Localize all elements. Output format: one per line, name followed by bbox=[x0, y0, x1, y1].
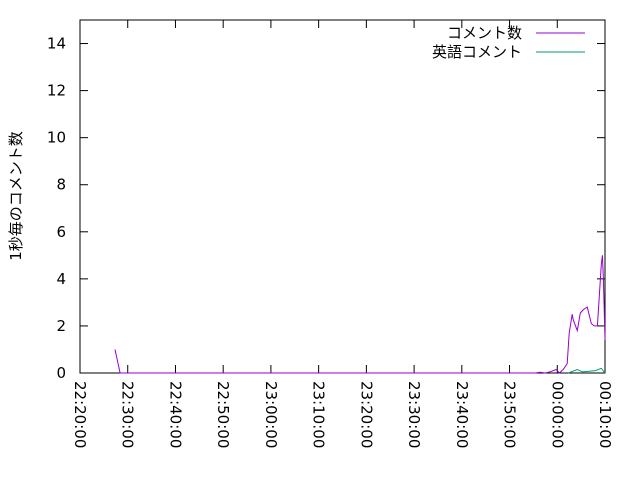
x-tick-label: 23:30:00 bbox=[405, 381, 423, 448]
x-tick-label: 23:00:00 bbox=[262, 381, 280, 448]
y-tick-label: 2 bbox=[56, 317, 66, 335]
y-tick-label: 6 bbox=[56, 223, 66, 241]
x-tick-label: 23:20:00 bbox=[357, 381, 375, 448]
legend-label: 英語コメント bbox=[432, 43, 522, 61]
series-line-2 bbox=[568, 367, 606, 374]
x-tick-label: 22:20:00 bbox=[71, 381, 89, 448]
x-tick-label: 22:50:00 bbox=[214, 381, 232, 448]
x-tick-label: 00:10:00 bbox=[596, 381, 614, 448]
y-tick-label: 0 bbox=[56, 364, 66, 382]
x-tick-label: 23:40:00 bbox=[453, 381, 471, 448]
x-tick-label: 23:50:00 bbox=[501, 381, 519, 448]
axes: 0 2 4 6 8 10 12 14 22:20:00 22:30:00 22:40:00 22:50… bbox=[47, 19, 614, 448]
legend-label: コメント数 bbox=[447, 24, 522, 42]
y-tick-label: 14 bbox=[47, 35, 66, 53]
x-tick-label: 22:30:00 bbox=[119, 381, 137, 448]
y-tick-label: 10 bbox=[47, 129, 66, 147]
x-tick-label: 00:00:00 bbox=[548, 381, 566, 448]
series-layer bbox=[114, 255, 606, 374]
y-axis-label: 1秒毎のコメント数 bbox=[7, 131, 25, 261]
x-tick-label: 23:10:00 bbox=[310, 381, 328, 448]
y-tick-label: 8 bbox=[56, 176, 66, 194]
y-tick-label: 4 bbox=[56, 270, 66, 288]
y-tick-label: 12 bbox=[47, 82, 66, 100]
plot-border bbox=[79, 19, 606, 374]
x-tick-label: 22:40:00 bbox=[166, 381, 184, 448]
series-line-1 bbox=[114, 255, 606, 374]
